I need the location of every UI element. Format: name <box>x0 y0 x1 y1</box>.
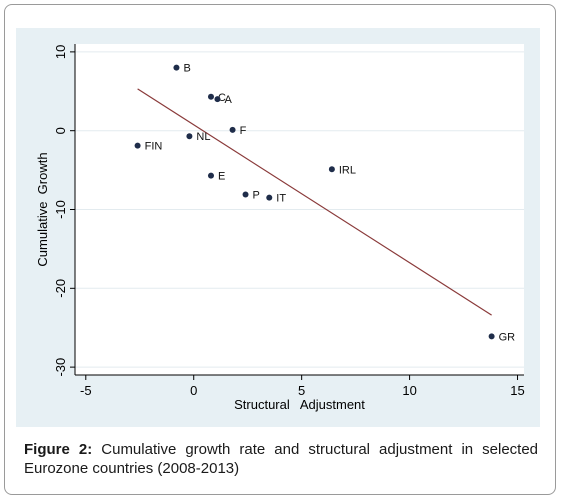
point-label: FIN <box>145 141 163 153</box>
point-label: B <box>183 63 190 75</box>
x-tick-label: 10 <box>402 383 416 398</box>
point-label: F <box>240 125 247 137</box>
point-label: IRL <box>339 164 356 176</box>
figure-caption: Figure 2: Cumulative growth rate and str… <box>24 440 538 478</box>
axis-ticks: 10 0 -10 -20 -30 -5 0 5 10 15 <box>53 45 525 398</box>
point-marker <box>328 166 335 173</box>
x-tick-label: -5 <box>80 383 92 398</box>
point-marker <box>214 96 221 103</box>
point-label: NL <box>196 131 210 143</box>
data-point-c: C <box>207 92 226 104</box>
point-marker <box>229 126 236 133</box>
point-label: GR <box>499 331 516 343</box>
fit-line <box>137 88 492 316</box>
x-axis-label: Structural Adjustment <box>234 397 365 412</box>
data-point-a: A <box>214 94 232 106</box>
y-tick-label: 0 <box>53 127 68 134</box>
point-marker <box>173 64 180 71</box>
y-tick-label: -20 <box>53 279 68 298</box>
data-point-gr: GR <box>488 331 516 343</box>
grid-lines <box>75 51 524 368</box>
point-label: C <box>218 92 226 104</box>
y-tick-label: -10 <box>53 200 68 219</box>
data-point-fin: FIN <box>134 141 163 153</box>
data-point-p: P <box>242 190 260 202</box>
data-point-e: E <box>207 171 225 183</box>
point-marker <box>134 142 141 149</box>
point-marker <box>207 172 214 179</box>
point-label: IT <box>276 193 286 205</box>
data-point-it: IT <box>266 193 286 205</box>
point-label: A <box>224 94 232 106</box>
point-marker <box>242 191 249 198</box>
point-marker <box>186 133 193 140</box>
point-marker <box>207 93 214 100</box>
point-label: E <box>218 171 225 183</box>
x-tick-label: 15 <box>510 383 524 398</box>
y-tick-label: 10 <box>53 45 68 59</box>
point-label: P <box>253 190 260 202</box>
y-tick-label: -30 <box>53 358 68 377</box>
caption-text: Cumulative growth rate and structural ad… <box>24 441 539 477</box>
data-point-f: F <box>229 125 247 137</box>
point-marker <box>488 333 495 340</box>
data-point-nl: NL <box>186 131 210 143</box>
data-point-b: B <box>173 63 191 75</box>
x-tick-label: 0 <box>190 383 197 398</box>
data-points: B CA F NL FIN E P IT IRL GR <box>134 63 516 343</box>
point-marker <box>266 194 273 201</box>
data-point-irl: IRL <box>328 164 356 176</box>
caption-label: Figure 2: <box>24 441 93 458</box>
x-tick-label: 5 <box>298 383 305 398</box>
y-axis-label: Cumulative Growth <box>35 152 50 266</box>
